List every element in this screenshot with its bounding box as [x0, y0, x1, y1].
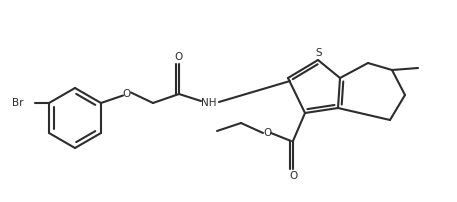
Text: O: O: [175, 52, 183, 62]
Text: NH: NH: [201, 98, 217, 108]
Text: O: O: [123, 89, 131, 99]
Text: O: O: [263, 128, 271, 138]
Text: Br: Br: [11, 98, 23, 108]
Text: S: S: [316, 48, 322, 58]
Text: O: O: [289, 171, 297, 181]
